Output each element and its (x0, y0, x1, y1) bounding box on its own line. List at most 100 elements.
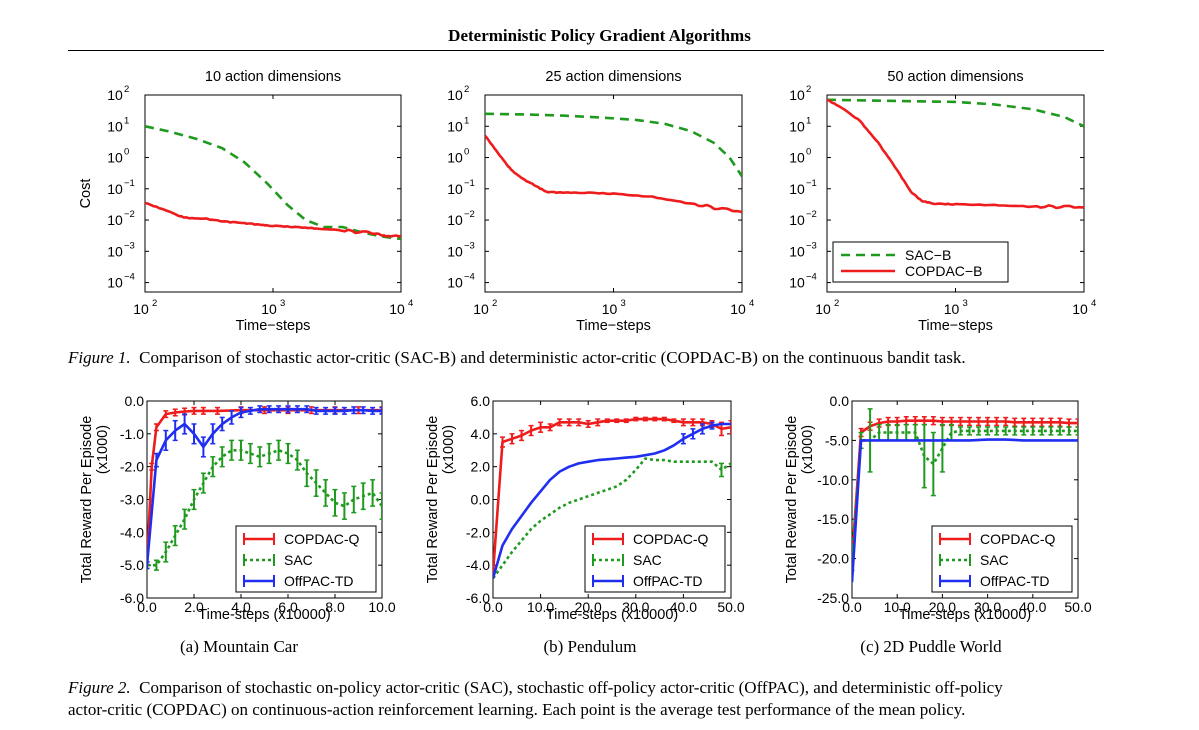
x-tick-label: 10 (1072, 301, 1088, 317)
legend: COPDAC-Q SAC OffPAC-TD (235, 525, 377, 593)
series-line-COPDAC−B (827, 98, 1084, 210)
y-tick-exponent: 2 (806, 84, 811, 95)
series-line-OffPAC-TD (493, 422, 731, 579)
x-tick-label: 6.0 (278, 599, 298, 615)
legend-label: SAC (284, 552, 313, 568)
y-tick-label: 0.0 (471, 492, 491, 508)
x-tick-exponent: 3 (621, 298, 626, 309)
axes-box (144, 94, 402, 293)
legend-label: SAC (633, 552, 662, 568)
y-axis-label-units: (x1000) (800, 425, 816, 474)
y-tick-label: -2.0 (120, 459, 144, 475)
y-tick-label: -3.0 (120, 492, 144, 508)
x-tick-label: 10 (815, 301, 831, 317)
series-line-SAC (852, 429, 1078, 559)
chart-4: 0.0 2.0 4.0 6.0 8.0 10.0 0.0 -1.0 -2.0 -3.0 -4.0 -5… (79, 393, 396, 623)
y-tick-label: 10 (107, 275, 123, 291)
x-tick-label: 10 (389, 301, 405, 317)
y-tick-exponent: −1 (464, 178, 475, 189)
series-line-SAC (147, 449, 382, 567)
y-tick-label: 0.0 (125, 393, 145, 409)
x-axis-label: Time-steps (x10000) (198, 607, 330, 623)
figure1-caption-label: Figure 1. (68, 348, 131, 367)
x-axis-label: Time−steps (918, 318, 993, 334)
y-tick-exponent: −3 (464, 240, 475, 251)
y-tick-label: 4.0 (471, 426, 491, 442)
y-axis-label: Total Reward Per Episode (784, 416, 800, 584)
chart-title: 25 action dimensions (545, 69, 681, 85)
series-line-COPDAC-Q (493, 417, 731, 574)
y-axis-label: Total Reward Per Episode (425, 416, 441, 584)
y-tick-exponent: −2 (124, 209, 135, 220)
axes-box (851, 400, 1079, 599)
x-tick-exponent: 4 (408, 298, 413, 309)
chart-6: 0.0 10.0 20.0 30.0 40.0 50.0 0.0 -5.0 -10.0 -15.0… (784, 393, 1092, 623)
x-tick-label: 4.0 (231, 599, 251, 615)
y-tick-label: 10 (447, 181, 463, 197)
y-tick-label: 10 (789, 212, 805, 228)
running-header: Deterministic Policy Gradient Algorithms (448, 26, 751, 45)
header-rule (68, 50, 1104, 51)
x-tick-label: 10.0 (368, 599, 395, 615)
x-tick-label: 20.0 (929, 599, 956, 615)
y-tick-label: 10 (107, 181, 123, 197)
x-tick-label: 10 (944, 301, 960, 317)
y-tick-label: 10 (789, 87, 805, 103)
y-tick-label: 10 (447, 87, 463, 103)
y-axis-label-units: (x1000) (441, 425, 457, 474)
x-tick-label: 20.0 (575, 599, 602, 615)
x-tick-label: 30.0 (974, 599, 1001, 615)
x-tick-label: 10.0 (527, 599, 554, 615)
x-axis-label: Time-steps (x10000) (899, 607, 1031, 623)
x-tick-label: 10 (133, 301, 149, 317)
x-tick-exponent: 3 (963, 298, 968, 309)
y-axis-label-units: (x1000) (95, 425, 111, 474)
legend-label: COPDAC−B (905, 263, 982, 279)
legend-label: SAC (980, 552, 1009, 568)
figure2-caption-line2: actor-critic (COPDAC) on continuous-acti… (68, 700, 966, 719)
x-tick-label: 50.0 (1064, 599, 1091, 615)
y-tick-label: -15.0 (817, 511, 849, 527)
chart-5: 0.0 10.0 20.0 30.0 40.0 50.0 6.0 4.0 2.0 0.0 -2.0 -… (425, 393, 745, 623)
y-tick-label: 10 (789, 118, 805, 134)
y-tick-exponent: 2 (124, 84, 129, 95)
y-tick-exponent: 0 (806, 147, 811, 158)
chart-title: 10 action dimensions (205, 69, 341, 85)
y-tick-label: 0.0 (830, 393, 850, 409)
y-tick-label: 6.0 (471, 393, 491, 409)
figure2-caption-label: Figure 2. (68, 678, 131, 697)
x-axis-label: Time-steps (x10000) (546, 607, 678, 623)
y-tick-exponent: −2 (464, 209, 475, 220)
legend-label: OffPAC-TD (980, 573, 1050, 589)
y-tick-label: 10 (447, 275, 463, 291)
y-tick-label: 10 (107, 243, 123, 259)
y-tick-label: 10 (447, 243, 463, 259)
y-tick-label: -5.0 (120, 557, 144, 573)
y-tick-label: 10 (789, 150, 805, 166)
x-axis-label: Time−steps (236, 318, 311, 334)
y-tick-label: -2.0 (466, 524, 490, 540)
x-tick-label: 10 (602, 301, 618, 317)
y-tick-label: -25.0 (817, 590, 849, 606)
y-tick-exponent: 0 (124, 147, 129, 158)
x-tick-label: 8.0 (325, 599, 345, 615)
x-tick-label: 0.0 (137, 599, 157, 615)
y-tick-exponent: 1 (806, 115, 811, 126)
x-tick-label: 10 (473, 301, 489, 317)
y-tick-label: 10 (107, 150, 123, 166)
y-tick-label: 10 (789, 275, 805, 291)
y-axis-label: Total Reward Per Episode (79, 416, 95, 584)
series-line-OffPAC-TD (147, 407, 382, 566)
y-tick-exponent: −3 (806, 240, 817, 251)
series-line-COPDAC−B (485, 134, 742, 214)
y-tick-label: 10 (447, 118, 463, 134)
x-tick-label: 40.0 (1019, 599, 1046, 615)
figure1-caption: Figure 1. Comparison of stochastic actor… (68, 347, 1108, 369)
y-tick-exponent: −4 (806, 272, 817, 283)
x-tick-exponent: 4 (1091, 298, 1096, 309)
series-line-SAC−B (485, 112, 742, 178)
